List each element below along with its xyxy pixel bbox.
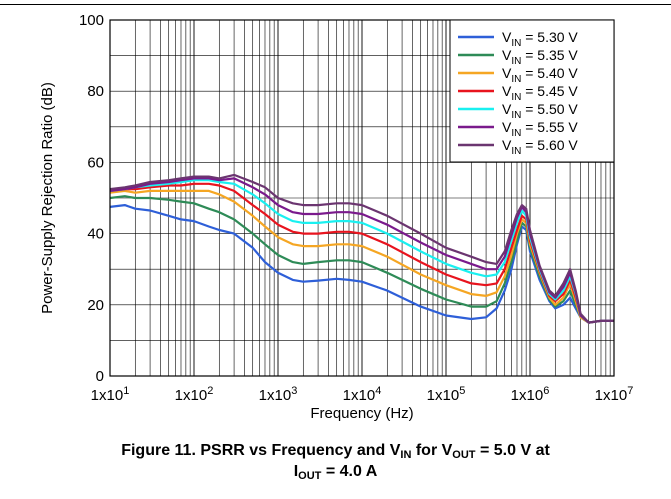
series-line-3 — [109, 189, 614, 324]
x-ticks: 1x101 1x102 1x103 1x104 1x105 1x106 1x107 — [91, 385, 634, 404]
series-line-6 — [109, 177, 614, 324]
figure-caption: Figure 11. PSRR vs Frequency and VIN for… — [0, 440, 671, 482]
x-tick-label: 1x102 — [175, 385, 214, 404]
x-axis-label: Frequency (Hz) — [310, 405, 413, 422]
y-tick-label: 100 — [79, 12, 104, 29]
caption-line1-c: = 5.0 V at — [475, 442, 550, 459]
top-rule — [0, 4, 671, 5]
legend-entry: VIN = 5.60 V — [502, 137, 578, 157]
series-line-4 — [109, 182, 614, 324]
legend-entry: VIN = 5.35 V — [502, 47, 578, 67]
caption-line2-b: = 4.0 A — [321, 463, 378, 480]
x-tick-label: 1x105 — [427, 385, 466, 404]
legend-entry: VIN = 5.40 V — [502, 65, 578, 85]
x-tick-label: 1x107 — [595, 385, 634, 404]
legend-entry: VIN = 5.50 V — [502, 101, 578, 121]
series-line-7 — [109, 173, 614, 324]
y-tick-label: 40 — [87, 226, 104, 243]
y-axis-label: Power-Supply Rejection Ratio (dB) — [39, 82, 56, 314]
series-line-2 — [109, 195, 614, 324]
legend-entry: VIN = 5.45 V — [502, 83, 578, 103]
series-line-1 — [109, 204, 614, 324]
x-tick-label: 1x101 — [91, 385, 130, 404]
caption-line2-a: I — [293, 463, 299, 480]
caption-line1-b: for V — [411, 442, 453, 459]
caption-sub-in: IN — [400, 449, 412, 461]
y-tick-label: 20 — [87, 297, 104, 314]
legend-entry: VIN = 5.30 V — [502, 29, 578, 49]
series-lines — [109, 173, 614, 324]
plot-frame — [109, 19, 615, 377]
y-tick-label: 80 — [87, 83, 104, 100]
y-tick-label: 0 — [96, 368, 104, 385]
x-tick-label: 1x106 — [511, 385, 550, 404]
y-tick-label: 60 — [87, 154, 104, 171]
caption-sub-out: OUT — [452, 449, 476, 461]
series-line-5 — [109, 179, 614, 324]
x-tick-label: 1x103 — [259, 385, 298, 404]
legend-entry: VIN = 5.55 V — [502, 119, 578, 139]
y-ticks: 0 20 40 60 80 100 — [79, 12, 104, 385]
x-tick-label: 1x104 — [343, 385, 382, 404]
caption-line1-a: Figure 11. PSRR vs Frequency and V — [121, 442, 401, 459]
caption-sub-iout: OUT — [298, 470, 322, 482]
